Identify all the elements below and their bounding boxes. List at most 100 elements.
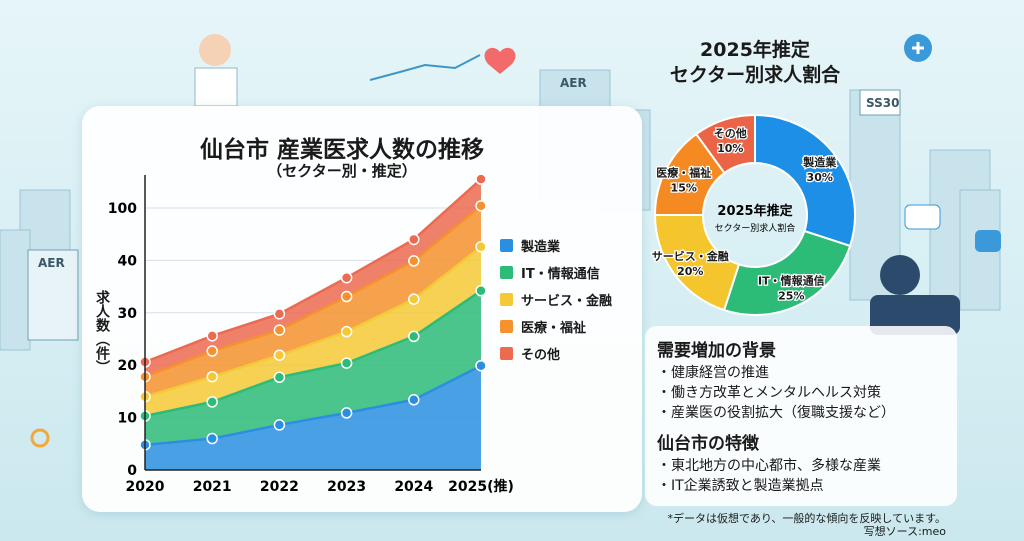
data-point [206, 396, 218, 408]
chart-title: 仙台市 産業医求人数の推移 [199, 137, 484, 163]
slice-pct: 15% [671, 182, 697, 195]
data-point [408, 255, 420, 267]
chart-legend: 製造業 IT・情報通信 サービス・金融 医療・福祉 その他 [500, 232, 612, 367]
data-point [206, 432, 218, 445]
series-line [144, 204, 482, 378]
background-item: ・働き方改革とメンタルヘルス対策 [657, 385, 881, 401]
y-tick-label: 0 [127, 463, 137, 479]
area-サービス・金融 [145, 246, 481, 417]
footnote-source: 写想ソース:meo [863, 525, 946, 538]
data-point [475, 241, 487, 253]
series-line [144, 289, 482, 418]
x-tick-label: 2023 [327, 479, 366, 495]
background-item: ・産業医の役割拡大（復職支援など） [657, 405, 895, 421]
building-sign-center: AER [560, 76, 587, 90]
building-aer-left [27, 249, 79, 341]
legend-item: その他 [500, 340, 612, 367]
slice-pct: 10% [717, 142, 743, 155]
slice-label: サービス・金融 [652, 249, 729, 263]
legend-swatch [500, 239, 513, 252]
data-point [273, 419, 286, 431]
data-point [408, 293, 420, 305]
data-point [273, 324, 286, 336]
series-line [144, 178, 482, 364]
y-tick-label: 30 [118, 306, 138, 322]
chat-bubble-icon [904, 204, 941, 230]
data-point [340, 290, 353, 303]
legend-label: その他 [521, 348, 561, 363]
x-tick-label: 2024 [394, 479, 433, 495]
x-tick-label: 2021 [193, 479, 232, 495]
feature-item: ・東北地方の中心都市、多様な産業 [657, 458, 881, 474]
slice-label: 医療・福祉 [656, 166, 711, 180]
legend-label: 医療・福祉 [521, 321, 587, 336]
building-sign-left: AER [38, 256, 65, 270]
donut-heading: 2025年推定 セクター別求人割合 [640, 38, 870, 88]
heart-icon [484, 47, 516, 74]
data-point [475, 359, 487, 372]
background-item: ・健康経営の推進 [657, 365, 769, 381]
legend-item: IT・情報通信 [500, 259, 612, 286]
x-tick-label: 2022 [260, 479, 299, 495]
y-axis-label: 求人数（件） [94, 290, 110, 374]
data-point [408, 394, 420, 406]
legend-swatch [500, 320, 513, 333]
legend-label: サービス・金融 [521, 294, 613, 309]
y-tick-label: 20 [118, 358, 138, 374]
legend-item: サービス・金融 [500, 286, 612, 313]
area-その他 [145, 179, 481, 377]
area-IT・情報通信 [145, 290, 481, 445]
features-heading: 仙台市の特徴 [657, 434, 759, 454]
legend-label: 製造業 [521, 240, 561, 255]
building-sign-right: SS30 [866, 96, 900, 110]
data-point [273, 349, 286, 361]
info-panel: 需要増加の背景 ・健康経営の推進 ・働き方改革とメンタルヘルス対策 ・産業医の役… [645, 326, 957, 506]
data-point [340, 357, 353, 369]
legend-item: 製造業 [500, 232, 612, 259]
data-point [206, 345, 218, 357]
donut-slice [754, 113, 856, 248]
trend-line-icon [369, 54, 481, 81]
donut-center-title: 2025年推定 [717, 203, 792, 219]
check-bubble-icon [975, 230, 1001, 252]
x-tick-label: 2020 [126, 479, 165, 495]
feature-item: ・IT企業誘致と製造業拠点 [657, 478, 824, 494]
data-point [475, 200, 487, 212]
data-point [340, 271, 353, 284]
legend-swatch [500, 293, 513, 306]
x-tick-label: 2025(推) [448, 478, 514, 495]
data-point [340, 407, 353, 419]
legend-swatch [500, 347, 513, 360]
donut-slice [722, 229, 852, 316]
data-point [475, 285, 487, 297]
series-line [144, 245, 482, 398]
data-point [206, 330, 218, 342]
data-point [273, 371, 286, 384]
data-point [273, 308, 286, 320]
data-point [206, 370, 218, 383]
legend-item: 医療・福祉 [500, 313, 612, 340]
y-tick-label: 100 [108, 201, 137, 217]
slice-label: IT・情報通信 [758, 273, 825, 287]
data-point [340, 325, 353, 338]
footnote: *データは仮想であり、一般的な傾向を反映しています。 写想ソース:meo [667, 512, 946, 538]
data-point [408, 330, 420, 343]
slice-pct: 25% [778, 289, 804, 302]
legend-swatch [500, 266, 513, 279]
legend-label: IT・情報通信 [521, 267, 600, 282]
business-people-illustration [880, 255, 920, 295]
background-heading: 需要増加の背景 [657, 341, 776, 361]
footnote-line1: *データは仮想であり、一般的な傾向を反映しています。 [667, 512, 946, 525]
area-医療・福祉 [145, 205, 481, 397]
donut-slice [653, 214, 741, 312]
data-point [475, 173, 487, 185]
slice-label: 製造業 [802, 155, 837, 169]
area-製造業 [145, 365, 481, 470]
donut-heading-line1: 2025年推定 [700, 39, 810, 61]
doctor-illustration [199, 34, 231, 66]
slice-label: その他 [714, 126, 747, 140]
slice-pct: 20% [677, 265, 703, 278]
data-point [408, 233, 420, 246]
donut-slice [694, 113, 756, 175]
